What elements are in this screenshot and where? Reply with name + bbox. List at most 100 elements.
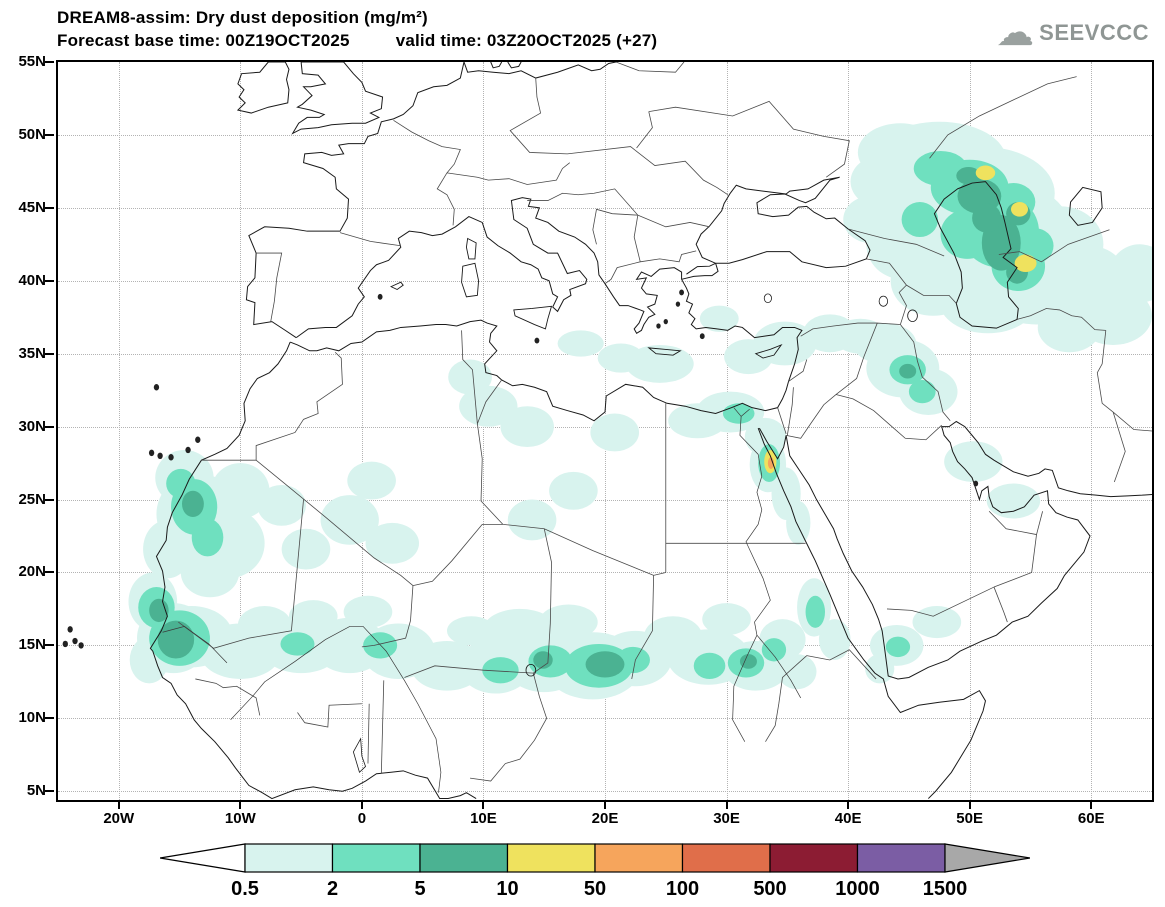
coastline-ireland — [238, 62, 289, 113]
lake-urmia — [908, 310, 918, 322]
lat-tick-label: 30N — [18, 417, 46, 435]
lon-tick-label: 50E — [956, 810, 984, 827]
island-cyprus — [756, 345, 782, 358]
legend-value-label: 100 — [666, 878, 699, 899]
river-nile-niger-senegal — [163, 408, 801, 793]
island-mallorca — [391, 282, 403, 289]
seevccc-logo: ☁ SEEVCCC — [996, 14, 1149, 52]
map-canvas — [62, 62, 1152, 800]
grid-line-vertical — [118, 62, 120, 800]
coastline-redsea-horn — [758, 428, 985, 798]
lon-tick-label: 20E — [591, 810, 619, 827]
lat-tick-label: 10N — [18, 709, 46, 727]
coastline-africa-atlantic — [150, 342, 476, 799]
lon-tick-mark — [968, 800, 971, 809]
lon-tick-label: 10W — [224, 810, 256, 827]
island-crete — [649, 348, 681, 355]
lat-tick-label: 25N — [18, 490, 46, 508]
borders-middle-east — [778, 229, 1043, 622]
legend-segment — [419, 843, 509, 873]
legend-segment — [769, 843, 859, 873]
legend-segment — [681, 843, 771, 873]
legend-value-label: 500 — [753, 878, 786, 899]
color-scale: 0.5 2 5 10 50 100 500 1000 1500 — [160, 843, 1030, 899]
lake-tuz — [764, 294, 771, 303]
lat-tick-mark — [45, 279, 54, 282]
coastline-britain — [293, 62, 383, 133]
map-plot — [56, 60, 1154, 802]
legend-value-label: 1500 — [923, 878, 968, 899]
chart-subtitle: Forecast base time: 00Z19OCT2025 valid ti… — [57, 29, 657, 52]
lat-tick-mark — [45, 352, 54, 355]
lon-tick-label: 40E — [834, 810, 862, 827]
forecast-base-time: Forecast base time: 00Z19OCT2025 — [57, 31, 350, 50]
lake-chad — [526, 664, 536, 676]
coastline-europe-mediterranean — [296, 198, 718, 338]
lakes — [353, 294, 917, 772]
lat-tick-mark — [45, 571, 54, 574]
lat-tick-label: 5N — [26, 782, 46, 800]
legend-arrow-over — [944, 843, 1030, 873]
lon-tick-mark — [847, 800, 850, 809]
rivers — [163, 408, 801, 793]
legend-value-label: 2 — [327, 878, 338, 899]
lat-tick-mark — [45, 498, 54, 501]
coastline-africa-mediterranean-levant-turkey — [290, 279, 802, 420]
lat-tick-label: 55N — [18, 53, 46, 70]
lat-tick-label: 20N — [18, 563, 46, 581]
coastline-arabia-gulf-iran — [786, 422, 1152, 679]
lat-tick-label: 40N — [18, 271, 46, 289]
legend-segment — [244, 843, 334, 873]
lon-tick-mark — [1090, 800, 1093, 809]
grid-line-vertical — [483, 62, 485, 800]
lon-tick-mark — [117, 800, 120, 809]
lon-tick-label: 20W — [103, 810, 135, 827]
lat-tick-mark — [45, 425, 54, 428]
borders-africa — [178, 330, 876, 781]
lat-tick-mark — [45, 717, 54, 720]
valid-time: valid time: 03Z20OCT2025 (+27) — [395, 31, 658, 50]
cloud-icon: ☁ — [996, 12, 1035, 54]
borders-europe — [256, 62, 849, 322]
island-sicily — [514, 306, 552, 329]
lon-tick-mark — [604, 800, 606, 809]
legend-segment — [331, 843, 421, 873]
lat-tick-mark — [45, 133, 54, 136]
lon-tick-mark — [239, 800, 242, 809]
lat-tick-label: 50N — [18, 125, 46, 143]
legend-segment — [856, 843, 946, 873]
lon-tick-label: 30E — [713, 810, 740, 827]
lake-volta — [353, 739, 365, 773]
title-block: DREAM8-assim: Dry dust deposition (mg/m²… — [57, 6, 657, 52]
legend-arrow-under — [160, 843, 246, 873]
logo-text: SEEVCCC — [1039, 20, 1149, 45]
lon-tick-label: 10E — [470, 810, 497, 827]
lon-tick-label: 60E — [1077, 810, 1105, 827]
lon-tick-mark — [725, 800, 728, 809]
lat-tick-label: 15N — [18, 636, 46, 654]
coastline-black-sea — [696, 177, 870, 267]
lat-tick-label: 45N — [18, 198, 46, 216]
island-sardinia — [462, 263, 479, 297]
coastline-caspian-sea — [934, 182, 1018, 329]
lat-tick-mark — [45, 206, 54, 209]
coastline-baltic — [464, 62, 616, 78]
lat-tick-mark — [45, 790, 54, 793]
legend-value-label: 10 — [496, 878, 518, 899]
islands — [62, 238, 979, 649]
dust-shading-layer — [128, 121, 1152, 700]
lat-tick-mark — [45, 644, 54, 647]
lake-van — [879, 296, 888, 306]
legend-segment — [594, 843, 684, 873]
legend-value-label: 0.5 — [231, 878, 259, 899]
legend-segment — [506, 843, 596, 873]
lon-tick-mark — [360, 800, 363, 809]
legend-value-label: 50 — [584, 878, 606, 899]
coastlines — [150, 62, 1152, 799]
borders-central-asia — [930, 77, 1152, 482]
lon-tick-mark — [482, 800, 485, 809]
grid-line-vertical — [1091, 62, 1093, 800]
grid-line-vertical — [969, 62, 971, 800]
lat-tick-label: 35N — [18, 344, 46, 362]
